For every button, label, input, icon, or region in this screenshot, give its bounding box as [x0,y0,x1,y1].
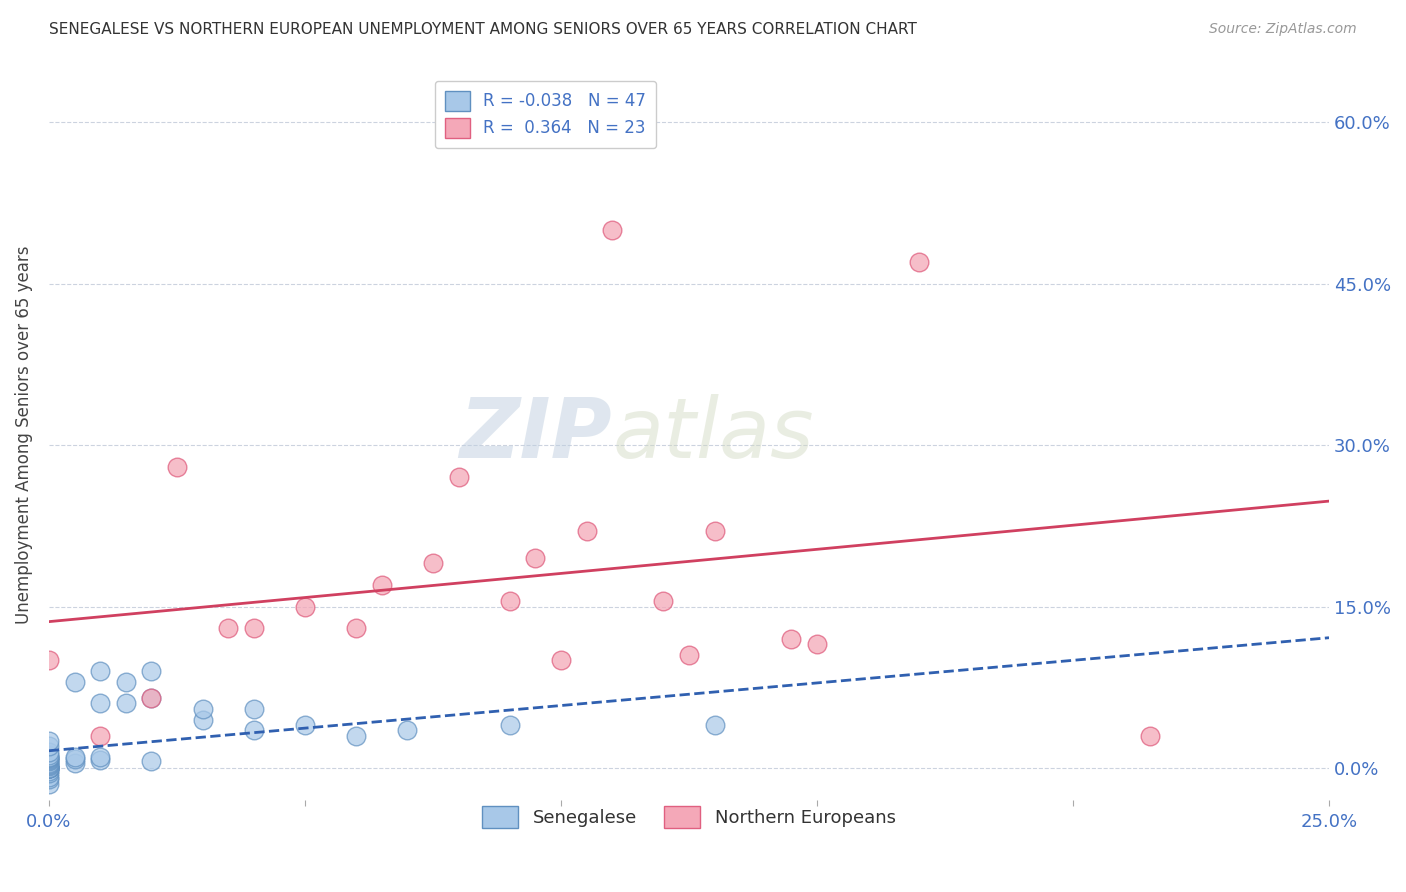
Point [499,594,522,608]
Point [908,255,931,269]
Point [114,697,136,711]
Point [217,621,239,635]
Point [63,752,86,766]
Point [63,674,86,689]
Point [678,648,700,662]
Point [38,752,60,766]
Point [114,674,136,689]
Point [1139,729,1161,743]
Point [38,761,60,775]
Point [38,761,60,775]
Point [294,599,316,614]
Point [38,764,60,779]
Point [89,753,111,767]
Point [703,524,725,539]
Point [780,632,803,646]
Point [89,729,111,743]
Point [396,723,419,738]
Point [806,637,828,651]
Point [141,691,163,706]
Point [242,723,264,738]
Point [38,756,60,770]
Y-axis label: Unemployment Among Seniors over 65 years: Unemployment Among Seniors over 65 years [15,245,32,624]
Text: Source: ZipAtlas.com: Source: ZipAtlas.com [1209,22,1357,37]
Point [38,745,60,759]
Point [38,761,60,775]
Text: atlas: atlas [612,394,814,475]
Point [191,702,214,716]
Point [38,753,60,767]
Text: SENEGALESE VS NORTHERN EUROPEAN UNEMPLOYMENT AMONG SENIORS OVER 65 YEARS CORRELA: SENEGALESE VS NORTHERN EUROPEAN UNEMPLOY… [49,22,917,37]
Point [294,718,316,732]
Point [38,739,60,754]
Point [38,750,60,764]
Point [38,734,60,748]
Point [422,557,444,571]
Point [575,524,598,539]
Point [38,759,60,773]
Point [371,578,394,592]
Point [242,702,264,716]
Point [652,594,675,608]
Point [38,761,60,775]
Point [38,777,60,791]
Point [191,713,214,727]
Point [166,459,188,474]
Point [38,757,60,772]
Point [38,770,60,784]
Point [550,653,572,667]
Point [141,755,163,769]
Point [600,223,623,237]
Point [63,756,86,770]
Point [38,750,60,764]
Point [703,718,725,732]
Point [38,756,60,771]
Point [38,747,60,762]
Point [344,621,367,635]
Point [38,653,60,667]
Point [141,691,163,706]
Point [38,761,60,775]
Point [447,470,470,484]
Point [141,664,163,678]
Point [38,751,60,765]
Point [63,750,86,764]
Point [524,551,547,566]
Point [89,664,111,678]
Point [38,761,60,775]
Point [242,621,264,635]
Point [38,755,60,769]
Point [38,772,60,786]
Text: ZIP: ZIP [460,394,612,475]
Point [89,697,111,711]
Point [344,729,367,743]
Point [38,766,60,780]
Legend: Senegalese, Northern Europeans: Senegalese, Northern Europeans [475,798,903,835]
Point [89,750,111,764]
Point [499,718,522,732]
